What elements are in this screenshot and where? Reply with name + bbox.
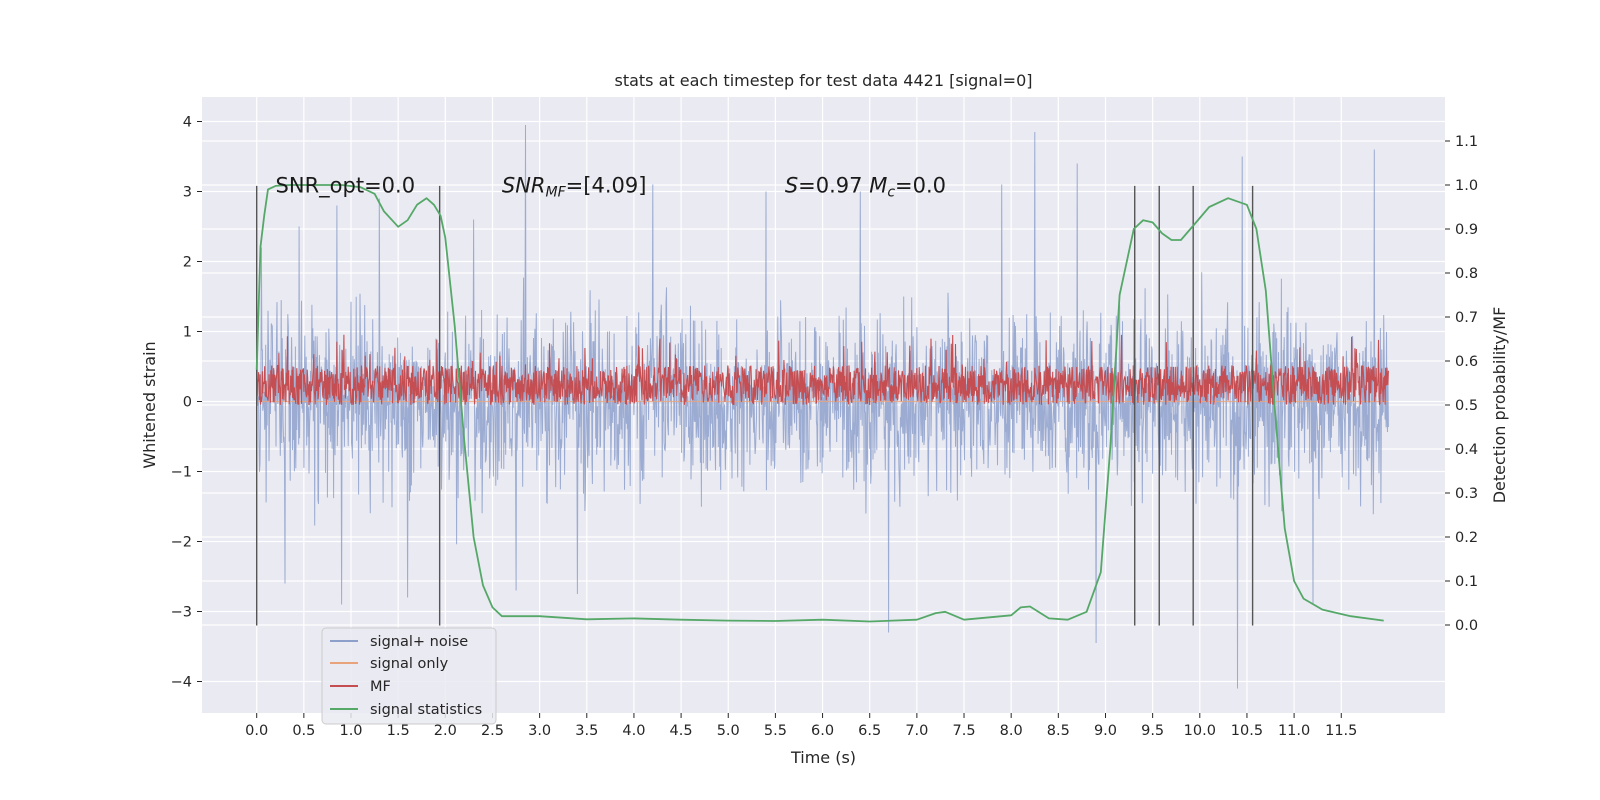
series-mf bbox=[256, 334, 1389, 406]
y-right-tick-label: 0.3 bbox=[1455, 486, 1478, 502]
x-tick-label: 6.5 bbox=[858, 723, 881, 739]
y-left-tick-label: 0 bbox=[183, 395, 192, 411]
y-right-tick-label: 0.2 bbox=[1455, 530, 1478, 546]
annotation-snr-mf: SNRMF=[4.09] bbox=[502, 174, 647, 201]
x-tick-label: 6.0 bbox=[811, 723, 834, 739]
y-right-tick-label: 0.6 bbox=[1455, 354, 1478, 370]
y-right-tick-label: 0.4 bbox=[1455, 442, 1478, 458]
x-tick-label: 10.0 bbox=[1184, 723, 1216, 739]
x-tick-label: 0.5 bbox=[292, 723, 315, 739]
annotation-s-mc: S=0.97 Mc=0.0 bbox=[785, 174, 946, 201]
x-tick-label: 8.5 bbox=[1047, 723, 1070, 739]
series-signal-statistics bbox=[255, 184, 1384, 623]
y-left-tick-label: 4 bbox=[183, 115, 192, 131]
y-axis-left-ticks: −4 −3 −2 −1 0 1 2 3 4 bbox=[171, 115, 202, 691]
legend-label-signal-noise: signal+ noise bbox=[370, 634, 468, 650]
signal-statistics-line bbox=[255, 184, 1384, 623]
x-axis-label: Time (s) bbox=[790, 748, 856, 767]
x-tick-label: 4.5 bbox=[670, 723, 693, 739]
y-right-tick-label: 0.1 bbox=[1455, 574, 1478, 590]
y-right-tick-label: 0.0 bbox=[1455, 618, 1478, 634]
y-left-tick-label: −4 bbox=[171, 675, 192, 691]
y-right-tick-label: 1.0 bbox=[1455, 178, 1478, 194]
x-tick-label: 2.0 bbox=[434, 723, 457, 739]
legend-label-signal-statistics: signal statistics bbox=[370, 702, 482, 718]
x-tick-label: 8.0 bbox=[1000, 723, 1023, 739]
y-right-tick-label: 0.7 bbox=[1455, 310, 1478, 326]
y-left-tick-label: −1 bbox=[171, 465, 192, 481]
x-tick-label: 3.5 bbox=[575, 723, 598, 739]
y-axis-left-label: Whitened strain bbox=[140, 341, 159, 468]
y-right-tick-label: 1.1 bbox=[1455, 134, 1478, 150]
x-tick-label: 1.5 bbox=[387, 723, 410, 739]
legend-label-signal-only: signal only bbox=[370, 656, 449, 672]
y-left-tick-label: 3 bbox=[183, 185, 192, 201]
x-tick-label: 4.0 bbox=[622, 723, 645, 739]
legend: signal+ noise signal only MF signal stat… bbox=[321, 627, 497, 725]
x-axis-ticks: 0.0 0.5 1.0 1.5 2.0 2.5 3.0 3.5 4.0 4.5 5.0 5.5 6.0 6… bbox=[245, 713, 1357, 739]
legend-box bbox=[321, 627, 497, 725]
x-tick-label: 9.5 bbox=[1141, 723, 1164, 739]
x-tick-label: 0.0 bbox=[245, 723, 268, 739]
x-tick-label: 7.5 bbox=[952, 723, 975, 739]
x-tick-label: 5.5 bbox=[764, 723, 787, 739]
x-tick-label: 11.5 bbox=[1325, 723, 1357, 739]
vertical-lines bbox=[255, 185, 1254, 626]
y-left-tick-label: −3 bbox=[171, 605, 192, 621]
y-axis-right-label: Detection probability/MF bbox=[1490, 307, 1509, 504]
x-tick-label: 10.5 bbox=[1231, 723, 1263, 739]
chart-title: stats at each timestep for test data 442… bbox=[614, 71, 1032, 90]
x-tick-label: 3.0 bbox=[528, 723, 551, 739]
x-tick-label: 7.0 bbox=[905, 723, 928, 739]
y-left-tick-label: 1 bbox=[183, 325, 192, 341]
y-right-tick-label: 0.9 bbox=[1455, 222, 1478, 238]
y-right-tick-label: 0.5 bbox=[1455, 398, 1478, 414]
x-tick-label: 11.0 bbox=[1278, 723, 1310, 739]
y-right-tick-label: 0.8 bbox=[1455, 266, 1478, 282]
mf-line bbox=[256, 334, 1389, 406]
x-tick-label: 9.0 bbox=[1094, 723, 1117, 739]
x-tick-label: 5.0 bbox=[717, 723, 740, 739]
legend-label-mf: MF bbox=[370, 679, 391, 695]
y-left-tick-label: 2 bbox=[183, 255, 192, 271]
x-tick-label: 1.0 bbox=[339, 723, 362, 739]
x-tick-label: 2.5 bbox=[481, 723, 504, 739]
y-axis-right-ticks: 0.0 0.1 0.2 0.3 0.4 0.5 0.6 0.7 0.8 0.9 1.0 1.1 bbox=[1445, 134, 1478, 634]
y-left-tick-label: −2 bbox=[171, 535, 192, 551]
annotation-snr-opt: SNR_opt=0.0 bbox=[276, 174, 416, 199]
